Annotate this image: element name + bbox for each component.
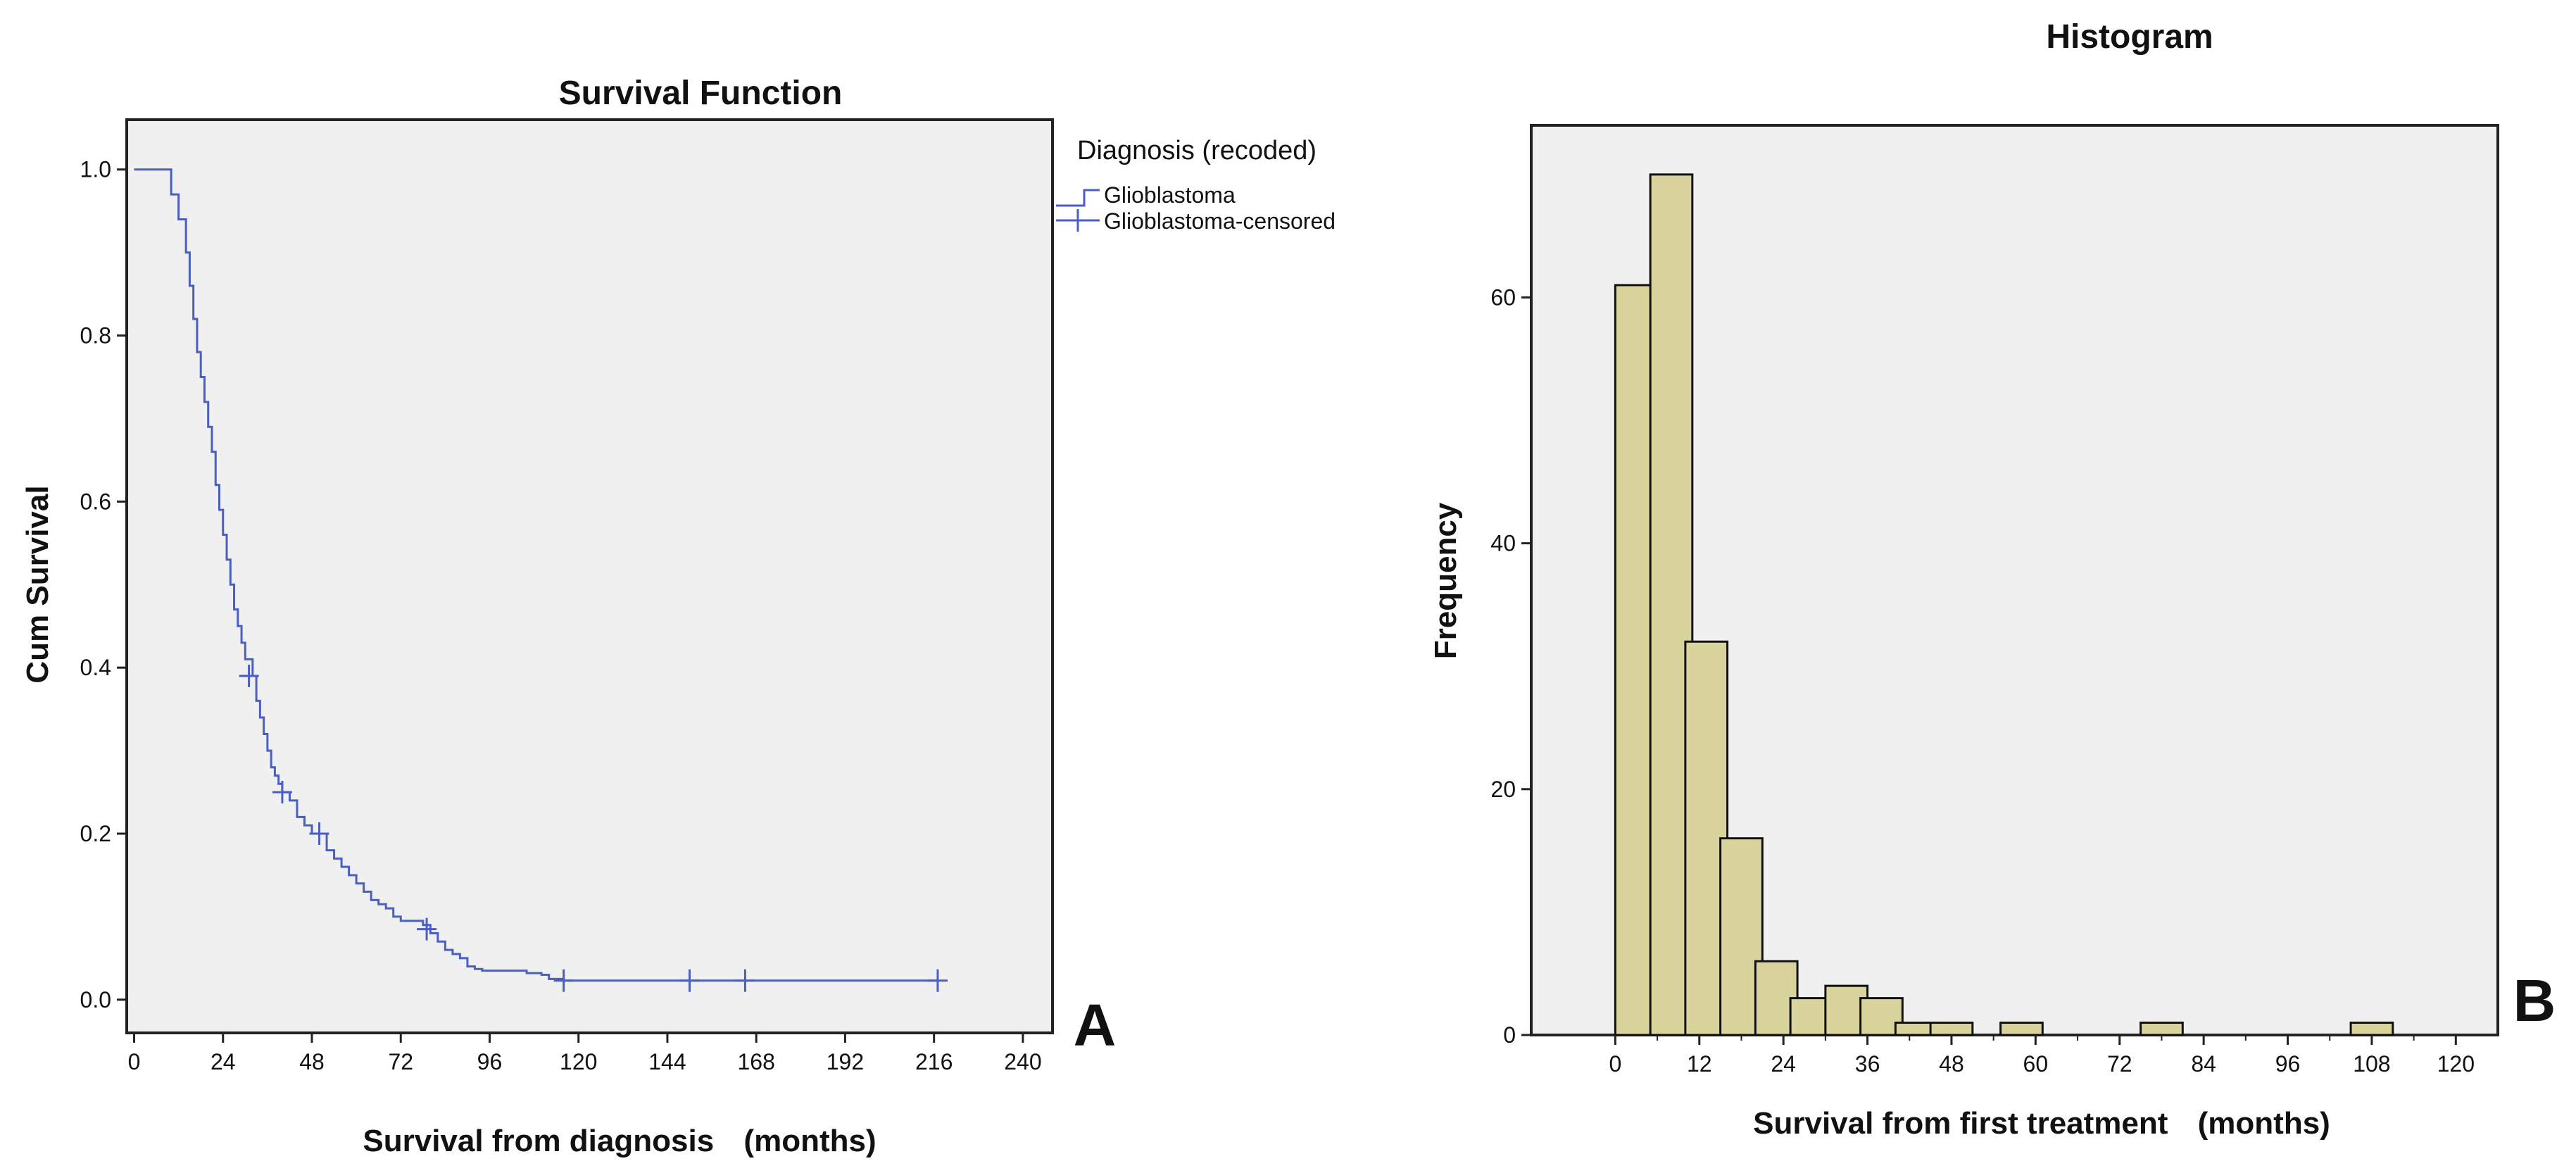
histogram-bar (1859, 997, 1904, 1036)
x-tick-label: 60 (2023, 1051, 2049, 1077)
survival-series (134, 168, 948, 992)
y-tick-label: 0.4 (80, 655, 111, 680)
x-tick-label: 72 (2107, 1051, 2132, 1077)
x-tick-label: 120 (560, 1049, 597, 1074)
x-tick-label: 48 (1939, 1051, 1964, 1077)
survival-legend: Diagnosis (recoded) Glioblastoma Gliobla… (1056, 136, 1336, 234)
y-tick-label: 60 (1490, 284, 1516, 310)
survival-plot-area (125, 118, 1054, 1034)
histogram-bar (1999, 1022, 2044, 1036)
legend-item-glioblastoma: Glioblastoma (1104, 182, 1236, 208)
x-tick-label: 192 (827, 1049, 864, 1074)
panel-label-a: A (1074, 992, 1117, 1058)
x-tick-label: 24 (1771, 1051, 1796, 1077)
legend-item-glioblastoma-censored: Glioblastoma-censored (1104, 208, 1336, 234)
survival-x-axis-label: Survival from diagnosis (363, 1124, 714, 1158)
survival-x-axis-unit: (months) (743, 1124, 876, 1158)
histogram-x-axis-unit: (months) (2198, 1106, 2330, 1141)
histogram-x-axis: 0 12 24 36 48 60 72 84 96 108 120 (1609, 1035, 2475, 1077)
panel-label-b: B (2513, 967, 2556, 1034)
x-tick-label: 108 (2353, 1051, 2390, 1077)
histogram-bar (1929, 1022, 1974, 1036)
x-tick-label: 96 (2275, 1051, 2301, 1077)
x-tick-label: 48 (299, 1049, 325, 1074)
histogram-chart: Histogram 0 20 40 60 0 12 24 36 48 60 72 84 96 108 12… (1428, 18, 2556, 1141)
histogram-y-axis: 0 20 40 60 (1490, 284, 1531, 1048)
x-tick-label: 0 (1609, 1051, 1621, 1077)
x-tick-label: 72 (388, 1049, 413, 1074)
y-tick-label: 0.0 (80, 987, 111, 1012)
survival-chart-title: Survival Function (559, 75, 843, 112)
x-tick-label: 216 (915, 1049, 953, 1074)
x-tick-label: 96 (477, 1049, 503, 1074)
x-tick-label: 144 (648, 1049, 686, 1074)
legend-step-line-icon (1056, 189, 1100, 207)
x-tick-label: 12 (1687, 1051, 1712, 1077)
x-tick-label: 84 (2191, 1051, 2216, 1077)
x-tick-label: 168 (738, 1049, 775, 1074)
survival-x-axis: 0 24 48 72 96 120 144 168 192 216 240 (128, 1033, 1042, 1074)
x-tick-label: 240 (1004, 1049, 1041, 1074)
histogram-x-axis-title: Survival from first treatment (months) (1753, 1106, 2330, 1141)
survival-y-axis: 0.0 0.2 0.4 0.6 0.8 1.0 (80, 157, 127, 1012)
legend-title: Diagnosis (recoded) (1077, 136, 1317, 165)
histogram-bar (2140, 1022, 2184, 1036)
histogram-bar (2349, 1022, 2394, 1036)
x-tick-label: 36 (1855, 1051, 1880, 1077)
histogram-y-axis-title: Frequency (1428, 502, 1463, 659)
histogram-x-axis-label: Survival from first treatment (1753, 1106, 2168, 1141)
survival-y-axis-title: Cum Survival (20, 485, 55, 683)
survival-x-axis-title: Survival from diagnosis (months) (363, 1124, 876, 1158)
x-tick-label: 120 (2437, 1051, 2475, 1077)
x-tick-label: 24 (211, 1049, 236, 1074)
y-tick-label: 0 (1503, 1022, 1516, 1048)
y-tick-label: 20 (1490, 777, 1516, 802)
y-tick-label: 0.8 (80, 323, 111, 349)
y-tick-label: 40 (1490, 531, 1516, 556)
x-tick-label: 0 (128, 1049, 141, 1074)
survival-step-line (134, 168, 938, 982)
survival-chart: Survival Function 0.0 0.2 0.4 0.6 0.8 1.0 0 24… (20, 75, 1336, 1158)
histogram-bars (1614, 173, 2394, 1036)
y-tick-label: 0.6 (80, 489, 111, 514)
y-tick-label: 0.2 (80, 821, 111, 846)
y-tick-label: 1.0 (80, 157, 111, 182)
histogram-title: Histogram (2046, 18, 2213, 56)
